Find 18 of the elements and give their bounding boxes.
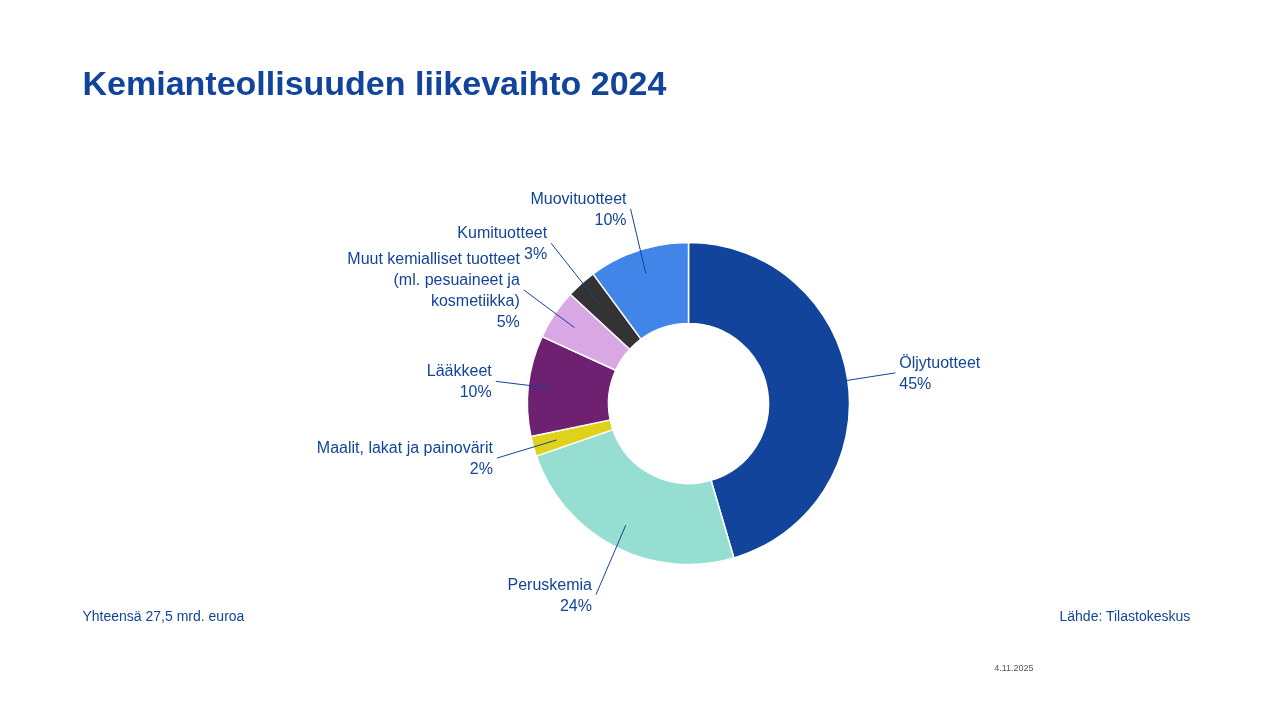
data-label: 3% — [524, 245, 548, 263]
data-label: 5% — [496, 312, 520, 330]
chart-title: Kemianteollisuuden liikevaihto 2024 — [82, 63, 667, 102]
slice-label: Kumituotteet — [457, 224, 548, 242]
data-label: 10% — [459, 383, 492, 401]
slice-label: Lääkkeet — [426, 362, 493, 380]
data-label: 2% — [469, 460, 493, 478]
slice-label: Peruskemia — [507, 575, 593, 593]
slice-label: Muut kemialliset tuotteet (ml. pesuaineet ja kosmetiikka) — [347, 249, 521, 309]
text: Lähde: Tilastokeskus — [1059, 607, 1191, 624]
slice-label: Maalit, lakat ja painovärit — [316, 439, 494, 457]
data-label: 24% — [559, 596, 592, 614]
text: 4.11.2025 — [994, 662, 1034, 673]
data-label: 45% — [899, 374, 932, 392]
slice-label: Muovituotteet — [530, 189, 628, 207]
text: Yhteensä 27,5 mrd. euroa — [82, 607, 245, 624]
slice-label: Öljytuotteet — [899, 353, 981, 371]
data-label: 10% — [594, 210, 627, 228]
